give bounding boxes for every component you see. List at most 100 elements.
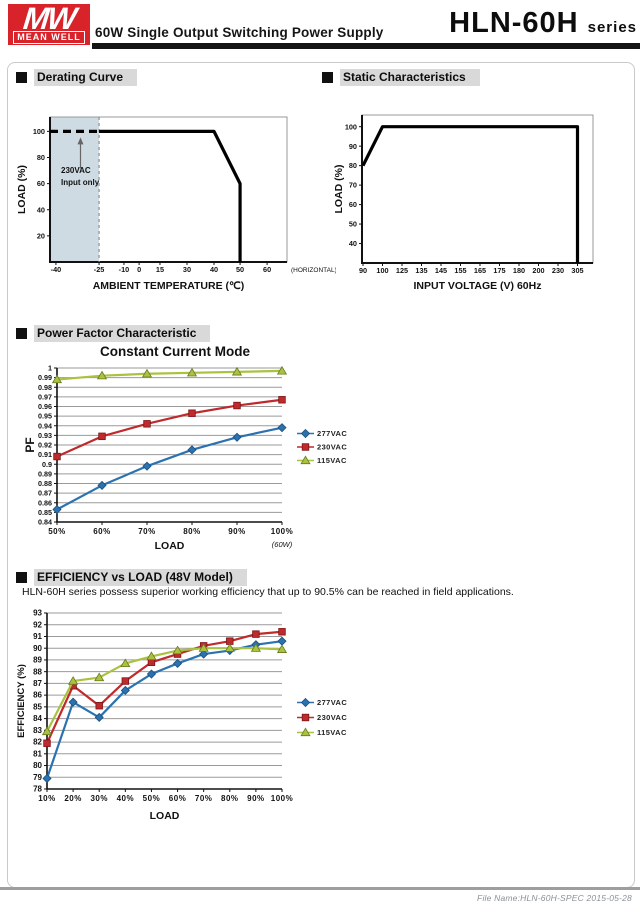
svg-text:0.84: 0.84	[38, 518, 52, 527]
power-factor-chart: 10.990.980.970.960.950.940.930.920.910.9…	[23, 344, 347, 552]
svg-text:0.95: 0.95	[38, 412, 52, 421]
svg-text:78: 78	[33, 785, 42, 794]
svg-text:88: 88	[33, 667, 42, 676]
section-title-efficiency: EFFICIENCY vs LOAD (48V Model)	[34, 569, 247, 586]
svg-text:40%: 40%	[117, 794, 135, 803]
svg-text:50%: 50%	[143, 794, 161, 803]
svg-text:91: 91	[33, 632, 42, 641]
svg-text:85: 85	[33, 702, 42, 711]
svg-text:0.96: 0.96	[38, 402, 52, 411]
svg-text:LOAD (%): LOAD (%)	[16, 165, 28, 214]
svg-text:70: 70	[349, 181, 357, 190]
svg-text:0.98: 0.98	[38, 383, 52, 392]
svg-text:115VAC: 115VAC	[317, 728, 347, 737]
svg-text:305: 305	[571, 266, 583, 275]
svg-text:79: 79	[33, 773, 42, 782]
svg-text:80%: 80%	[221, 794, 239, 803]
svg-text:50%: 50%	[48, 527, 66, 536]
svg-text:(HORIZONTAL): (HORIZONTAL)	[291, 267, 336, 274]
svg-text:90: 90	[349, 142, 357, 151]
section-heading-derating: Derating Curve	[16, 69, 138, 86]
meanwell-logo: MW MEAN WELL	[8, 1, 90, 45]
svg-text:125: 125	[396, 266, 408, 275]
svg-text:92: 92	[33, 620, 42, 629]
section-bullet-icon	[16, 328, 27, 339]
section-bullet-icon	[322, 72, 333, 83]
section-heading-static: Static Characteristics	[322, 69, 480, 86]
svg-text:277VAC: 277VAC	[317, 429, 347, 438]
svg-text:0.86: 0.86	[38, 498, 52, 507]
svg-text:0.94: 0.94	[38, 421, 52, 430]
svg-text:81: 81	[33, 749, 42, 758]
svg-text:15: 15	[156, 265, 164, 274]
mw-logo-name: MEAN WELL	[13, 31, 85, 44]
svg-text:60: 60	[37, 179, 45, 188]
svg-text:100: 100	[33, 127, 45, 136]
section-title-static: Static Characteristics	[340, 69, 480, 86]
series-name: HLN-60H	[449, 7, 579, 39]
svg-text:0.87: 0.87	[38, 489, 52, 498]
svg-text:277VAC: 277VAC	[317, 698, 347, 707]
svg-text:60: 60	[349, 200, 357, 209]
svg-text:Input only: Input only	[61, 178, 100, 187]
svg-text:0.91: 0.91	[38, 450, 52, 459]
svg-text:0.89: 0.89	[38, 469, 52, 478]
svg-text:PF: PF	[23, 437, 37, 452]
svg-text:40: 40	[349, 239, 357, 248]
svg-text:135: 135	[415, 266, 427, 275]
svg-text:230: 230	[552, 266, 564, 275]
svg-text:0.92: 0.92	[38, 441, 52, 450]
svg-text:30%: 30%	[90, 794, 108, 803]
svg-text:82: 82	[33, 738, 42, 747]
section-title-derating: Derating Curve	[34, 69, 138, 86]
svg-text:0.93: 0.93	[38, 431, 52, 440]
svg-text:230VAC: 230VAC	[61, 166, 91, 175]
derating-curve-chart: 20 40 60 80 100 -40 -25 -10 0 15 30 40 50 60 (HORIZONT…	[16, 116, 336, 292]
svg-text:50: 50	[349, 220, 357, 229]
svg-text:93: 93	[33, 609, 42, 618]
svg-text:(60W): (60W)	[272, 540, 293, 549]
svg-text:0.9: 0.9	[42, 460, 52, 469]
svg-text:0.97: 0.97	[38, 392, 52, 401]
svg-text:60%: 60%	[169, 794, 187, 803]
svg-text:175: 175	[493, 266, 505, 275]
svg-text:LOAD (%): LOAD (%)	[333, 165, 345, 214]
section-heading-power-factor: Power Factor Characteristic	[16, 325, 211, 342]
svg-text:-40: -40	[51, 265, 62, 274]
svg-text:115VAC: 115VAC	[317, 456, 347, 465]
svg-text:LOAD: LOAD	[150, 810, 180, 822]
svg-text:0.88: 0.88	[38, 479, 52, 488]
series-suffix: series	[587, 19, 637, 36]
svg-text:40: 40	[210, 265, 218, 274]
section-heading-efficiency: EFFICIENCY vs LOAD (48V Model)	[16, 569, 247, 586]
svg-text:84: 84	[33, 714, 42, 723]
svg-text:80: 80	[37, 153, 45, 162]
svg-text:180: 180	[513, 266, 525, 275]
svg-text:10%: 10%	[38, 794, 56, 803]
section-title-power-factor: Power Factor Characteristic	[34, 325, 211, 342]
svg-text:1: 1	[48, 364, 52, 373]
svg-text:-25: -25	[94, 265, 105, 274]
svg-text:-10: -10	[119, 265, 130, 274]
svg-text:0.99: 0.99	[38, 373, 52, 382]
svg-text:89: 89	[33, 656, 42, 665]
svg-text:87: 87	[33, 679, 42, 688]
svg-text:70%: 70%	[138, 527, 156, 536]
svg-text:80: 80	[349, 161, 357, 170]
svg-text:80%: 80%	[183, 527, 201, 536]
svg-text:90%: 90%	[247, 794, 265, 803]
svg-text:230VAC: 230VAC	[317, 443, 347, 452]
svg-text:100%: 100%	[271, 794, 293, 803]
svg-text:20%: 20%	[64, 794, 82, 803]
svg-text:EFFICIENCY (%): EFFICIENCY (%)	[16, 664, 27, 738]
svg-text:230VAC: 230VAC	[317, 713, 347, 722]
page-bottom-rule	[0, 887, 640, 890]
section-bullet-icon	[16, 572, 27, 583]
svg-text:INPUT VOLTAGE (V) 60Hz: INPUT VOLTAGE (V) 60Hz	[414, 280, 542, 292]
svg-text:40: 40	[37, 205, 45, 214]
svg-text:20: 20	[37, 231, 45, 240]
svg-text:0.85: 0.85	[38, 508, 52, 517]
svg-text:70%: 70%	[195, 794, 213, 803]
svg-text:155: 155	[454, 266, 466, 275]
